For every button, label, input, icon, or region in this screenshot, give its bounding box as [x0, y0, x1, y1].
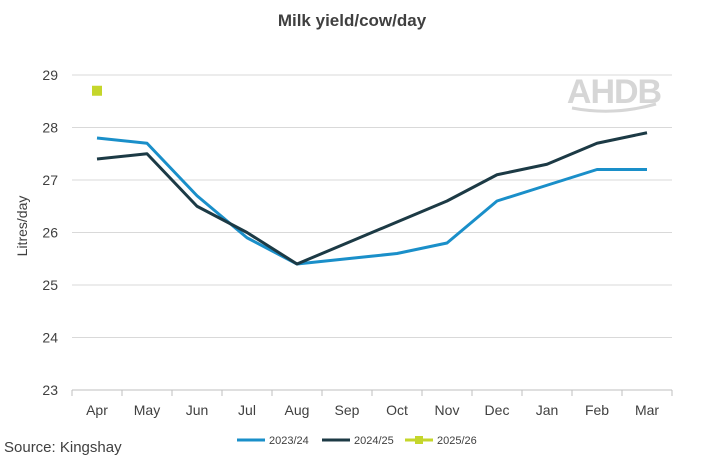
x-tick-label: Sep — [335, 402, 360, 418]
legend-marker — [415, 436, 423, 444]
grid-lines — [72, 74, 672, 338]
y-tick-label: 26 — [42, 225, 58, 241]
axes: 23 24 25 26 27 28 29 Apr May Jun Jul Aug Sep Oct Nov De… — [42, 67, 673, 418]
x-tick-label: Feb — [585, 402, 609, 418]
x-tick-label: Dec — [485, 402, 510, 418]
series-lines — [96, 131, 648, 266]
x-tick-label: Nov — [435, 402, 460, 418]
y-tick-label: 28 — [42, 120, 58, 136]
y-tick-label: 27 — [42, 172, 58, 188]
legend: 2023/24 2024/25 2025/26 — [237, 435, 477, 447]
series-line-2023-24 — [96, 136, 647, 266]
legend-label: 2024/25 — [354, 435, 394, 447]
x-tick-label: Apr — [86, 402, 108, 418]
x-tick-label: May — [134, 402, 160, 418]
x-tick-label: Jul — [238, 402, 256, 418]
chart-title: Milk yield/cow/day — [278, 11, 427, 30]
ahdb-logo-swoosh — [571, 102, 657, 113]
ahdb-logo-text: AHDB — [567, 73, 662, 111]
x-tick-label: Oct — [386, 402, 408, 418]
source-note: Source: Kingshay — [4, 439, 122, 456]
y-tick-label: 24 — [42, 330, 58, 346]
y-tick-label: 23 — [42, 382, 58, 398]
series-markers — [92, 85, 102, 96]
series-point-2025-26 — [92, 85, 102, 96]
x-tick-label: Aug — [285, 402, 310, 418]
x-tick-label: Mar — [635, 402, 659, 418]
ahdb-logo: AHDB — [567, 73, 663, 113]
y-axis-label: Litres/day — [14, 196, 30, 257]
legend-label: 2023/24 — [269, 435, 309, 447]
series-line-2024-25 — [96, 131, 648, 266]
x-tick-label: Jun — [186, 402, 209, 418]
y-tick-label: 25 — [42, 277, 58, 293]
x-tick-label: Jan — [536, 402, 559, 418]
y-tick-label: 29 — [42, 67, 58, 83]
legend-label: 2025/26 — [437, 435, 477, 447]
